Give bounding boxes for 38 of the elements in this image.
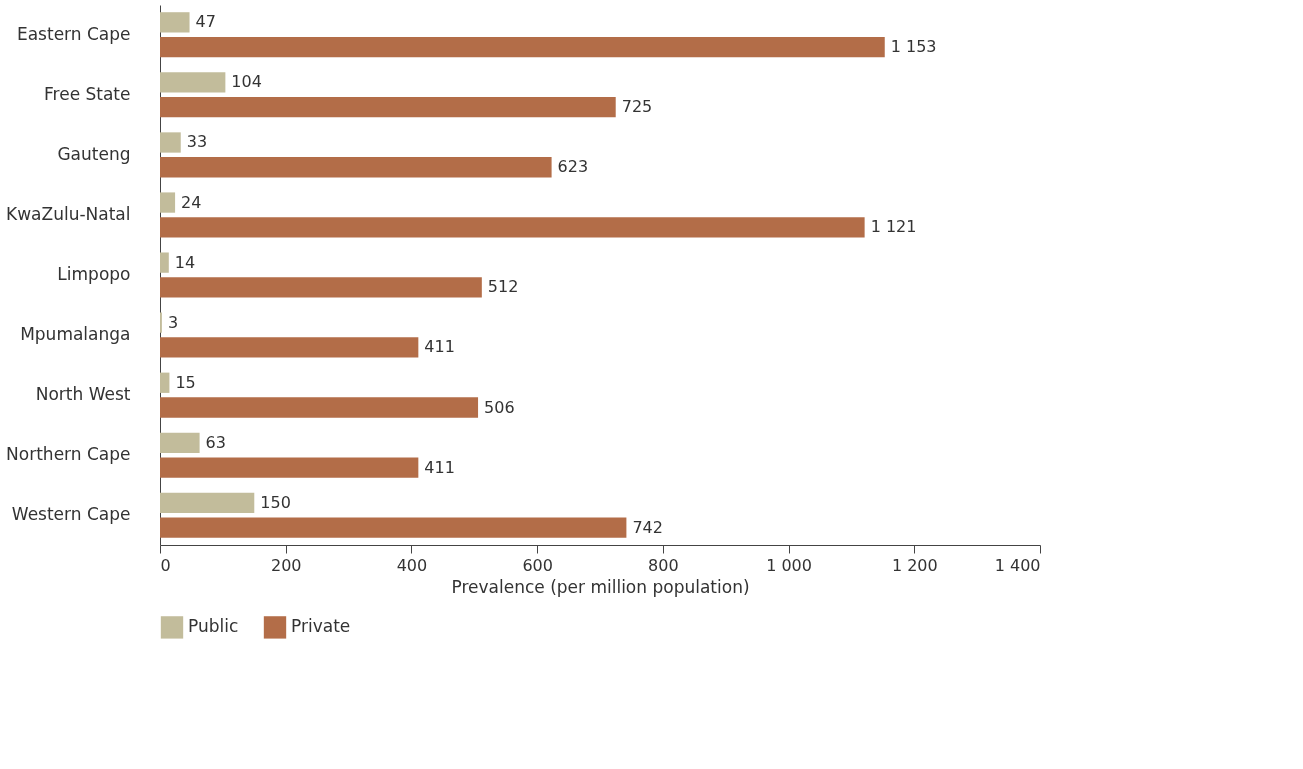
x-axis-title: Prevalence (per million population)	[451, 576, 750, 597]
data-label: 1 153	[890, 37, 937, 57]
y-tick-label: Eastern Cape	[16, 23, 131, 44]
x-tick-label: 200	[270, 555, 302, 575]
data-label: 512	[487, 277, 519, 297]
data-label: 24	[181, 192, 202, 212]
y-tick-label: KwaZulu-Natal	[6, 203, 131, 224]
data-label: 506	[484, 397, 515, 417]
data-label: 33	[186, 132, 208, 152]
data-label: 15	[175, 372, 196, 392]
y-tick-label: Free State	[44, 83, 131, 104]
y-tick-label: Western Cape	[11, 504, 131, 525]
x-tick-label: 1 200	[891, 555, 938, 575]
data-label: 623	[557, 157, 589, 177]
y-tick-label: Limpopo	[57, 264, 131, 284]
data-label: 47	[195, 12, 216, 32]
x-tick-label: 400	[396, 555, 428, 575]
data-label: 1 121	[870, 217, 917, 237]
x-tick-label: 1 400	[994, 555, 1041, 575]
y-tick-label: Gauteng	[57, 143, 131, 164]
x-tick-label: 0	[160, 555, 171, 575]
y-tick-label: Northern Cape	[6, 444, 131, 465]
data-label: 3	[167, 312, 179, 332]
legend-label: Public	[188, 616, 239, 637]
data-label: 725	[621, 97, 653, 117]
legend-label: Private	[291, 616, 351, 637]
y-tick-label: North West	[35, 384, 131, 405]
data-label: 63	[205, 432, 226, 452]
data-label: 742	[632, 517, 663, 537]
x-tick-label: 1 000	[766, 555, 812, 575]
data-label: 104	[231, 72, 262, 92]
data-label: 411	[424, 457, 455, 477]
x-tick-label: 600	[522, 555, 553, 575]
data-label: 150	[260, 492, 291, 512]
data-label: 411	[424, 337, 455, 357]
y-tick-label: Mpumalanga	[20, 324, 131, 345]
data-label: 14	[174, 252, 196, 272]
x-tick-label: 800	[648, 555, 679, 575]
